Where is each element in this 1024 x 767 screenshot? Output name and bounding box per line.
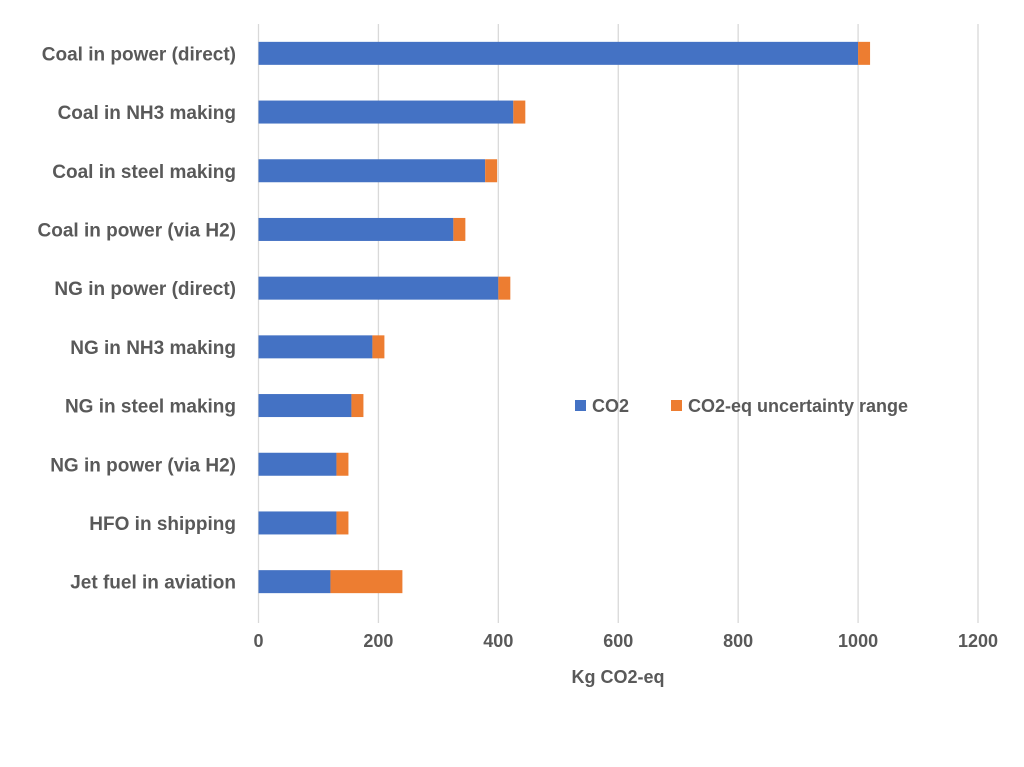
x-tick-label: 1000 xyxy=(838,631,878,651)
category-label: NG in NH3 making xyxy=(70,338,236,359)
category-label: NG in power (direct) xyxy=(54,279,236,300)
category-label: Coal in power (via H2) xyxy=(38,220,236,241)
x-tick-label: 200 xyxy=(363,631,393,651)
uncertainty-bar xyxy=(372,335,385,359)
co2-bar xyxy=(258,452,337,476)
uncertainty-bar xyxy=(858,41,871,65)
co2-bar xyxy=(258,511,337,535)
uncertainty-bar xyxy=(351,394,364,418)
uncertainty-bar xyxy=(330,570,403,594)
x-tick-label: 400 xyxy=(483,631,513,651)
uncertainty-bar xyxy=(453,217,466,241)
uncertainty-bar xyxy=(336,511,349,535)
co2-bar xyxy=(258,41,859,65)
co2-bar xyxy=(258,100,514,124)
category-label: NG in power (via H2) xyxy=(50,455,236,476)
uncertainty-bar xyxy=(485,159,498,183)
legend-swatch-co2 xyxy=(575,400,586,411)
x-tick-label: 0 xyxy=(253,631,263,651)
category-label: Coal in NH3 making xyxy=(58,103,236,124)
x-tick-label: 800 xyxy=(723,631,753,651)
category-label: Coal in steel making xyxy=(52,162,236,183)
co2-bar xyxy=(258,217,454,241)
x-tick-label: 600 xyxy=(603,631,633,651)
category-label: NG in steel making xyxy=(65,397,236,418)
co2-bar xyxy=(258,335,373,359)
category-label: Coal in power (direct) xyxy=(42,44,236,65)
co2-bar xyxy=(258,570,331,594)
x-axis-title: Kg CO2-eq xyxy=(571,667,664,687)
uncertainty-bar xyxy=(498,276,511,300)
co2-bar xyxy=(258,276,499,300)
uncertainty-bar xyxy=(513,100,526,124)
legend-swatch-uncertainty xyxy=(671,400,682,411)
category-label: Jet fuel in aviation xyxy=(70,573,236,594)
category-label: HFO in shipping xyxy=(89,514,236,535)
legend-label: CO2-eq uncertainty range xyxy=(688,396,908,416)
co2-bar xyxy=(258,394,352,418)
legend-label: CO2 xyxy=(592,396,629,416)
co2-bar xyxy=(258,159,486,183)
x-tick-label: 1200 xyxy=(958,631,998,651)
uncertainty-bar xyxy=(336,452,349,476)
